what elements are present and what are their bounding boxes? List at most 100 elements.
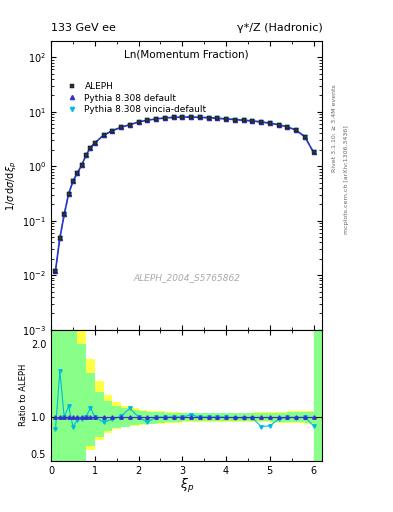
- Pythia 8.308 vincia-default: [206, 115, 211, 121]
- Pythia 8.308 default: [259, 119, 263, 125]
- ALEPH: [189, 114, 193, 120]
- Pythia 8.308 vincia-default: [180, 114, 185, 120]
- Text: Ln(Momentum Fraction): Ln(Momentum Fraction): [124, 50, 249, 59]
- ALEPH: [84, 152, 88, 158]
- Pythia 8.308 vincia-default: [145, 117, 150, 123]
- Text: γ*/Z (Hadronic): γ*/Z (Hadronic): [237, 23, 322, 33]
- ALEPH: [311, 150, 316, 156]
- ALEPH: [206, 115, 211, 121]
- ALEPH: [276, 122, 281, 128]
- Pythia 8.308 default: [180, 114, 185, 120]
- Pythia 8.308 default: [311, 150, 316, 156]
- Pythia 8.308 vincia-default: [79, 162, 84, 168]
- ALEPH: [88, 144, 93, 151]
- Pythia 8.308 default: [136, 119, 141, 125]
- Pythia 8.308 vincia-default: [66, 191, 71, 197]
- Pythia 8.308 default: [84, 152, 88, 158]
- ALEPH: [92, 140, 97, 146]
- Pythia 8.308 vincia-default: [276, 122, 281, 128]
- X-axis label: $\xi_p$: $\xi_p$: [180, 477, 194, 495]
- Pythia 8.308 vincia-default: [197, 114, 202, 120]
- Pythia 8.308 default: [171, 114, 176, 120]
- Pythia 8.308 vincia-default: [110, 127, 115, 134]
- Pythia 8.308 vincia-default: [71, 178, 75, 184]
- Pythia 8.308 default: [232, 117, 237, 123]
- Pythia 8.308 default: [79, 162, 84, 168]
- Text: ALEPH_2004_S5765862: ALEPH_2004_S5765862: [133, 273, 240, 282]
- ALEPH: [162, 115, 167, 121]
- Pythia 8.308 default: [66, 191, 71, 197]
- Pythia 8.308 vincia-default: [215, 115, 220, 121]
- ALEPH: [285, 124, 290, 130]
- ALEPH: [75, 170, 80, 176]
- ALEPH: [267, 120, 272, 126]
- Pythia 8.308 vincia-default: [154, 116, 158, 122]
- Pythia 8.308 default: [206, 115, 211, 121]
- ALEPH: [71, 178, 75, 184]
- Legend: ALEPH, Pythia 8.308 default, Pythia 8.308 vincia-default: ALEPH, Pythia 8.308 default, Pythia 8.30…: [61, 80, 208, 116]
- Pythia 8.308 vincia-default: [162, 115, 167, 121]
- ALEPH: [232, 117, 237, 123]
- Pythia 8.308 default: [92, 140, 97, 146]
- Text: mcplots.cern.ch [arXiv:1306.3436]: mcplots.cern.ch [arXiv:1306.3436]: [344, 125, 349, 233]
- ALEPH: [127, 122, 132, 128]
- Pythia 8.308 vincia-default: [75, 170, 80, 176]
- Pythia 8.308 default: [197, 114, 202, 120]
- ALEPH: [66, 191, 71, 197]
- Pythia 8.308 vincia-default: [57, 235, 62, 241]
- ALEPH: [250, 118, 255, 124]
- Pythia 8.308 default: [62, 211, 66, 218]
- Pythia 8.308 default: [162, 115, 167, 121]
- Pythia 8.308 vincia-default: [127, 122, 132, 128]
- ALEPH: [119, 124, 123, 131]
- Line: Pythia 8.308 default: Pythia 8.308 default: [53, 115, 316, 273]
- ALEPH: [154, 116, 158, 122]
- Pythia 8.308 default: [53, 268, 58, 274]
- Pythia 8.308 vincia-default: [224, 116, 228, 122]
- Pythia 8.308 vincia-default: [84, 152, 88, 158]
- Pythia 8.308 vincia-default: [62, 211, 66, 218]
- Pythia 8.308 default: [189, 114, 193, 120]
- Text: 133 GeV ee: 133 GeV ee: [51, 23, 116, 33]
- ALEPH: [197, 114, 202, 120]
- ALEPH: [53, 268, 58, 274]
- Pythia 8.308 vincia-default: [119, 124, 123, 131]
- Pythia 8.308 default: [71, 178, 75, 184]
- ALEPH: [302, 134, 307, 140]
- Pythia 8.308 vincia-default: [311, 150, 316, 156]
- Line: Pythia 8.308 vincia-default: Pythia 8.308 vincia-default: [53, 115, 316, 273]
- Pythia 8.308 default: [101, 132, 106, 138]
- Pythia 8.308 vincia-default: [241, 117, 246, 123]
- Pythia 8.308 default: [267, 120, 272, 126]
- Pythia 8.308 default: [75, 170, 80, 176]
- ALEPH: [62, 211, 66, 218]
- Pythia 8.308 vincia-default: [267, 120, 272, 126]
- Pythia 8.308 default: [127, 122, 132, 128]
- ALEPH: [180, 114, 185, 120]
- Pythia 8.308 default: [285, 124, 290, 130]
- Pythia 8.308 vincia-default: [189, 114, 193, 120]
- Pythia 8.308 default: [57, 235, 62, 241]
- Pythia 8.308 default: [250, 118, 255, 124]
- ALEPH: [101, 132, 106, 138]
- ALEPH: [215, 115, 220, 121]
- Pythia 8.308 vincia-default: [53, 268, 58, 274]
- Y-axis label: $1/\sigma\,\mathrm{d}\sigma/\mathrm{d}\xi_p$: $1/\sigma\,\mathrm{d}\sigma/\mathrm{d}\x…: [5, 160, 20, 210]
- Pythia 8.308 default: [88, 144, 93, 151]
- Pythia 8.308 vincia-default: [136, 119, 141, 125]
- ALEPH: [79, 162, 84, 168]
- Y-axis label: Ratio to ALEPH: Ratio to ALEPH: [19, 364, 28, 426]
- Pythia 8.308 vincia-default: [88, 144, 93, 151]
- Pythia 8.308 default: [294, 127, 298, 133]
- ALEPH: [171, 114, 176, 120]
- Pythia 8.308 default: [215, 115, 220, 121]
- Pythia 8.308 vincia-default: [302, 134, 307, 140]
- ALEPH: [224, 116, 228, 122]
- ALEPH: [57, 235, 62, 241]
- Pythia 8.308 vincia-default: [250, 118, 255, 124]
- Pythia 8.308 vincia-default: [259, 119, 263, 125]
- ALEPH: [294, 127, 298, 133]
- Pythia 8.308 vincia-default: [171, 114, 176, 120]
- Pythia 8.308 vincia-default: [285, 124, 290, 130]
- Text: Rivet 3.1.10; ≥ 3.4M events: Rivet 3.1.10; ≥ 3.4M events: [332, 84, 337, 172]
